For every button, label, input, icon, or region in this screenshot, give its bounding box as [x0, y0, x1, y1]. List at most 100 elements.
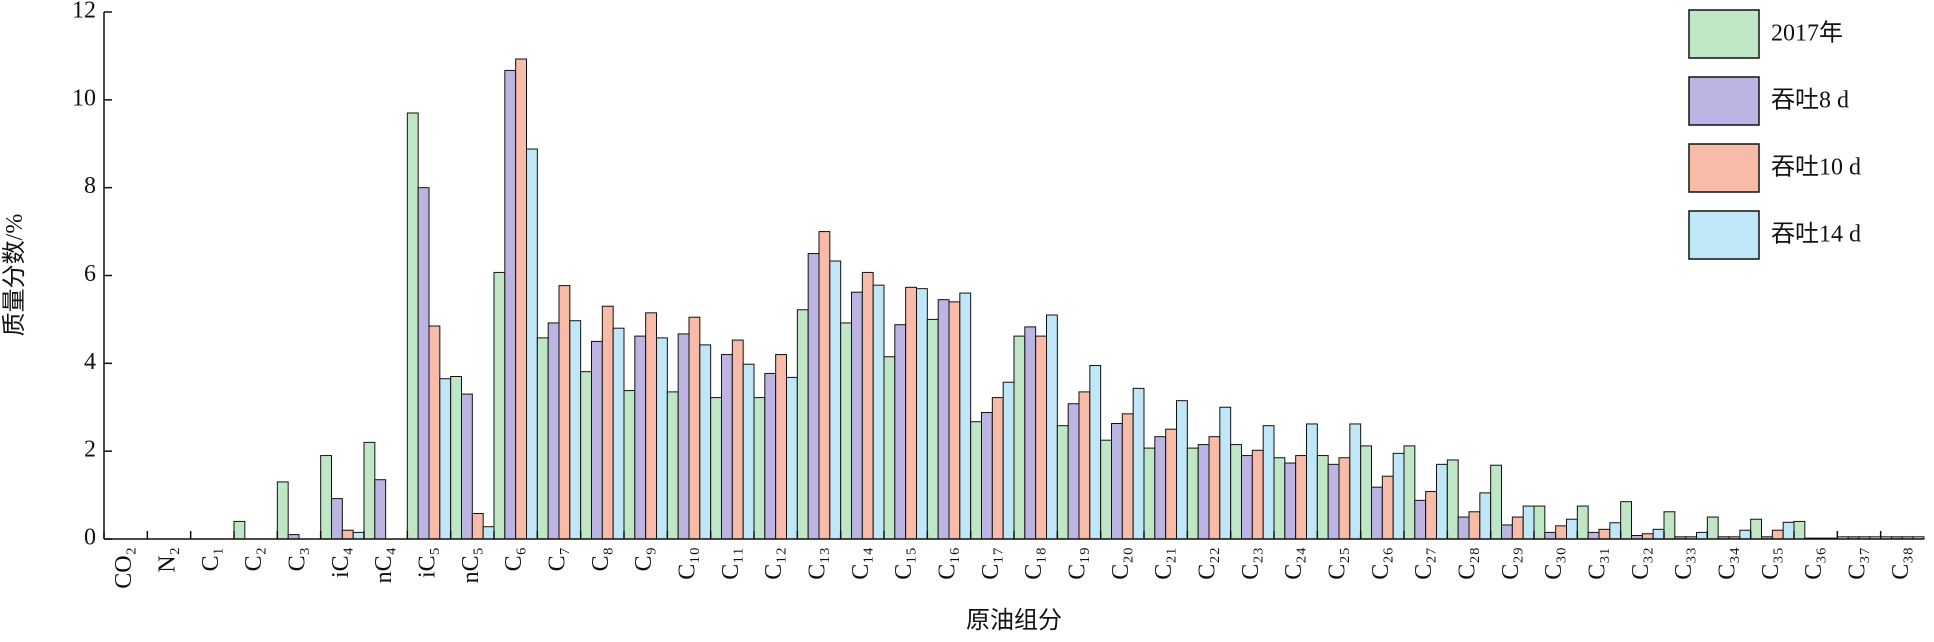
bar — [1197, 444, 1210, 540]
bar — [1273, 457, 1286, 540]
x-tick-label: C₁₈ — [1021, 547, 1047, 580]
x-tick-label: C₃₀ — [1541, 547, 1567, 580]
y-tick-label: 0 — [84, 525, 96, 551]
bar — [1295, 455, 1307, 540]
x-tick-label: C₁₃ — [805, 547, 831, 580]
x-tick-label: C₃₆ — [1801, 547, 1827, 580]
bar — [905, 286, 918, 540]
bar — [580, 371, 593, 540]
bar — [1241, 455, 1253, 540]
bar — [1414, 499, 1427, 540]
bar — [1587, 531, 1600, 540]
x-tick-label: C₁₇ — [978, 547, 1004, 580]
bar — [526, 148, 538, 540]
bar — [1208, 436, 1221, 540]
bar — [1360, 445, 1372, 540]
bar — [1067, 403, 1080, 540]
bar — [1511, 516, 1524, 540]
bar — [1392, 452, 1405, 540]
bar — [471, 513, 484, 540]
bar — [1132, 387, 1145, 540]
bar — [320, 455, 332, 540]
bar — [1338, 457, 1351, 540]
bar — [1002, 381, 1015, 540]
x-tick-label: C₂₅ — [1325, 547, 1351, 580]
bar — [1111, 422, 1123, 540]
bar — [1035, 335, 1047, 540]
bar — [1793, 520, 1806, 540]
x-tick-label: C₂₁ — [1151, 547, 1177, 580]
bar — [1663, 511, 1676, 540]
bar — [1750, 518, 1762, 540]
bar — [1046, 314, 1058, 540]
bar — [981, 412, 993, 540]
bar — [937, 299, 950, 540]
bar — [786, 376, 798, 540]
x-tick-label: C₃₇ — [1845, 547, 1871, 580]
bar — [1251, 449, 1264, 540]
bar — [1143, 447, 1156, 540]
bar — [1641, 533, 1654, 540]
x-tick-label: C₁ — [198, 547, 224, 571]
bar — [894, 324, 907, 540]
legend-label: 2017年 — [1771, 20, 1843, 47]
bar — [1371, 486, 1383, 540]
bar — [612, 327, 625, 540]
bar — [1316, 455, 1329, 540]
x-tick-label: C₂₆ — [1368, 547, 1394, 580]
bar — [807, 253, 820, 540]
bar — [753, 397, 766, 540]
x-tick-label: C₂₀ — [1108, 547, 1134, 580]
bar — [916, 288, 928, 540]
bar — [991, 397, 1004, 540]
x-tick-label: C₂₂ — [1195, 547, 1221, 580]
bar — [656, 337, 668, 540]
y-axis-label: 质量分数/% — [1, 214, 28, 337]
bar — [428, 325, 441, 540]
bar — [363, 441, 376, 540]
x-tick-label: C₇ — [545, 547, 571, 571]
bar — [1403, 445, 1416, 540]
bar — [1576, 505, 1589, 540]
x-tick-label: C₁₄ — [848, 547, 874, 580]
bar — [536, 337, 549, 540]
bar — [482, 526, 495, 540]
legend-swatch — [1688, 9, 1760, 59]
bar — [721, 354, 733, 540]
bar — [742, 363, 755, 540]
bar — [1555, 525, 1567, 540]
bar — [341, 529, 354, 540]
bar — [1609, 522, 1622, 540]
bar — [840, 322, 853, 540]
bar — [1436, 463, 1448, 540]
legend-label: 吞吐14 d — [1771, 221, 1861, 248]
bar — [591, 340, 603, 540]
x-tick-label: iC₄ — [328, 547, 354, 578]
bar — [1284, 462, 1297, 540]
bar — [623, 390, 636, 540]
bar — [1468, 511, 1481, 540]
bar — [731, 339, 744, 540]
x-tick-label: nC₄ — [371, 547, 397, 583]
bar — [515, 58, 528, 540]
bar — [569, 320, 582, 540]
bar — [1013, 335, 1026, 540]
bar — [1165, 428, 1177, 540]
y-tick-label: 4 — [84, 349, 96, 375]
x-tick-label: C₂₉ — [1498, 547, 1524, 580]
x-tick-label: C₁₆ — [935, 547, 961, 580]
bar — [861, 271, 874, 540]
x-tick-label: C₉ — [631, 547, 657, 571]
x-tick-label: C₂ — [241, 547, 267, 571]
bar — [1186, 447, 1199, 540]
x-tick-label: C₁₉ — [1065, 547, 1091, 580]
bar — [688, 316, 701, 540]
x-tick-label: C₃₁ — [1585, 547, 1611, 580]
bar — [1544, 531, 1557, 540]
bar — [634, 335, 647, 540]
bar — [439, 378, 452, 540]
bar — [1327, 463, 1340, 540]
bar — [926, 318, 939, 540]
bar — [677, 333, 690, 540]
